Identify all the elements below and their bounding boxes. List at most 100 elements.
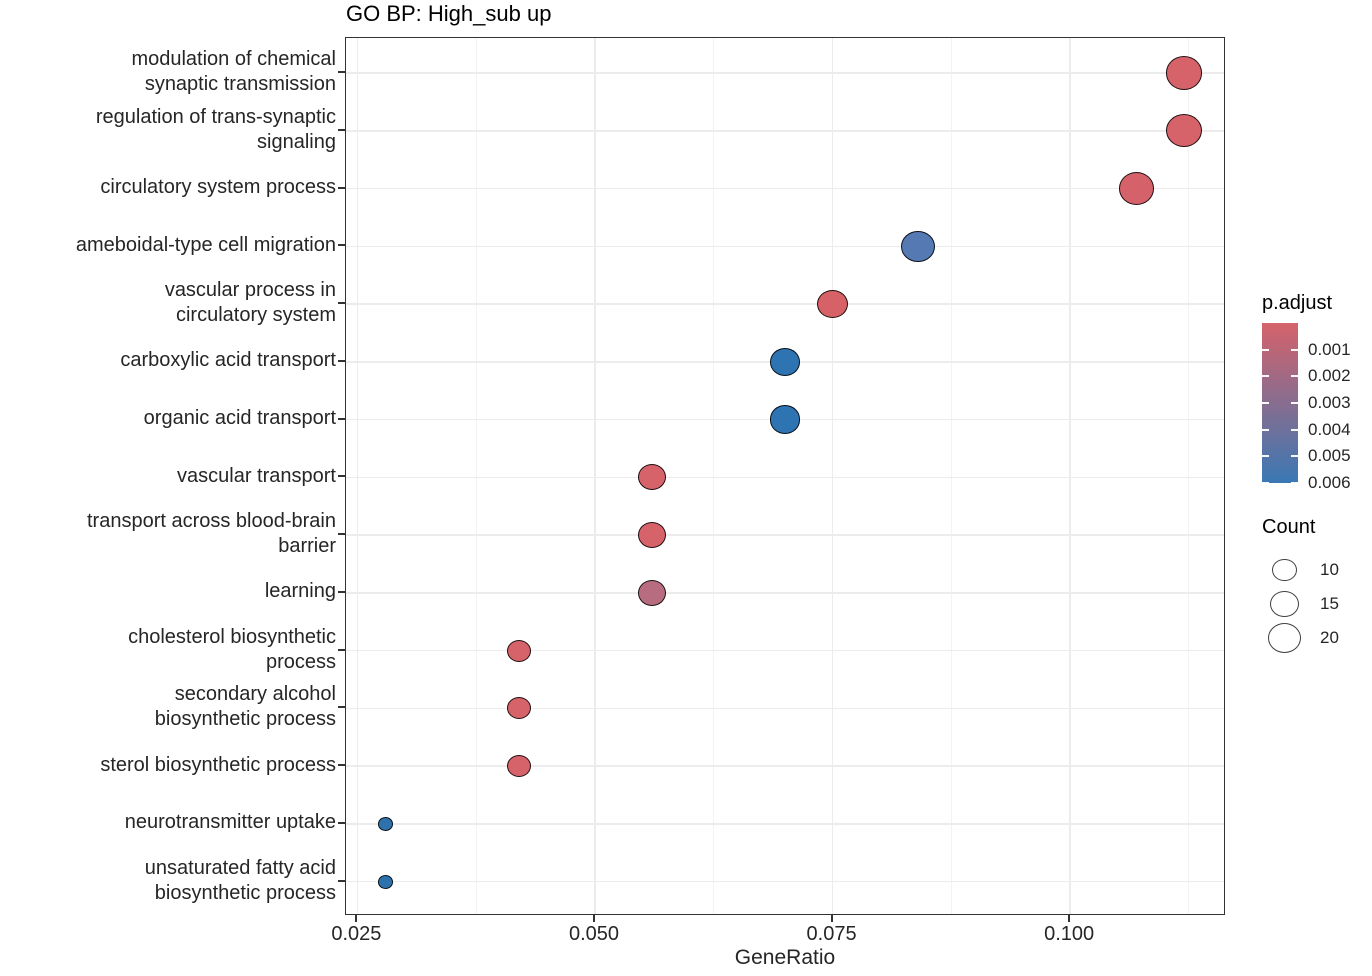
size-legend-label: 15 — [1320, 594, 1339, 613]
minor-gridline-vertical — [950, 38, 952, 914]
data-point — [1166, 56, 1203, 90]
color-legend-tick — [1291, 348, 1298, 351]
y-axis-tick — [338, 648, 345, 651]
minor-gridline-vertical — [1188, 38, 1190, 914]
data-point — [506, 697, 531, 720]
y-axis-label: circulatory system process — [100, 176, 336, 199]
y-axis-label: transport across blood-brain barrier — [86, 510, 336, 558]
y-axis-label: learning — [264, 580, 336, 603]
color-legend-tick-label: 0.005 — [1308, 446, 1351, 466]
major-gridline-horizontal — [346, 880, 1224, 883]
y-axis-tick — [338, 302, 345, 305]
major-gridline-horizontal — [346, 245, 1224, 248]
y-axis-label: vascular process in circulatory system — [164, 279, 336, 327]
color-legend-tick — [1262, 428, 1269, 431]
x-axis-tick-label: 0.075 — [806, 923, 857, 945]
x-axis-tick-label: 0.050 — [568, 923, 620, 945]
major-gridline-horizontal — [346, 823, 1224, 825]
x-axis-tick — [592, 915, 595, 922]
major-gridline-horizontal — [346, 765, 1224, 767]
major-gridline-vertical — [1069, 38, 1071, 914]
data-point — [1166, 114, 1203, 148]
y-axis-tick — [338, 186, 345, 189]
color-legend-tick — [1291, 482, 1298, 484]
y-axis-label: ameboidal-type cell migration — [75, 233, 336, 256]
data-point — [378, 816, 394, 831]
y-axis-tick — [338, 879, 345, 882]
size-legend-label: 20 — [1320, 628, 1339, 647]
x-axis-tick — [1068, 915, 1071, 922]
major-gridline-vertical — [594, 38, 596, 914]
x-axis-tick — [355, 915, 358, 922]
major-gridline-vertical — [356, 38, 359, 914]
color-legend-tick-label: 0.001 — [1308, 339, 1351, 359]
data-point — [378, 874, 394, 889]
major-gridline-horizontal — [346, 130, 1224, 132]
y-axis-tick — [338, 764, 345, 767]
y-axis-tick — [338, 128, 345, 131]
size-legend-circle — [1269, 590, 1299, 618]
major-gridline-horizontal — [346, 476, 1224, 479]
y-axis-tick — [338, 71, 345, 73]
data-point — [638, 522, 666, 548]
data-point — [506, 639, 531, 662]
size-legend-circle — [1271, 558, 1297, 582]
y-axis-tick — [338, 475, 345, 478]
size-legend-title: Count — [1262, 516, 1316, 538]
y-axis-label: cholesterol biosynthetic process — [128, 625, 336, 673]
x-axis-tick-label: 0.100 — [1044, 923, 1095, 945]
color-legend-tick-label: 0.004 — [1308, 419, 1351, 439]
major-gridline-horizontal — [346, 649, 1224, 652]
major-gridline-horizontal — [346, 187, 1224, 190]
size-legend-label: 10 — [1320, 560, 1339, 579]
y-axis-label: modulation of chemical synaptic transmis… — [131, 48, 336, 95]
minor-gridline-vertical — [475, 38, 477, 914]
y-axis-label: carboxylic acid transport — [120, 349, 336, 372]
color-legend-tick — [1291, 402, 1298, 404]
color-legend-title: p.adjust — [1262, 292, 1333, 314]
data-point — [1119, 172, 1155, 205]
color-legend-tick-label: 0.002 — [1308, 366, 1351, 386]
y-axis-tick — [338, 821, 345, 824]
data-point — [506, 755, 531, 778]
data-point — [638, 579, 666, 606]
y-axis-label: neurotransmitter uptake — [124, 811, 336, 834]
color-legend-tick — [1262, 482, 1269, 484]
color-legend-tick — [1291, 428, 1298, 431]
color-legend-tick — [1262, 348, 1269, 351]
y-axis-tick — [338, 359, 345, 362]
data-point — [769, 405, 801, 434]
y-axis-tick — [338, 590, 345, 593]
plot-title: GO BP: High_sub up — [346, 1, 552, 26]
y-axis-label: sterol biosynthetic process — [100, 753, 336, 776]
color-legend-tick — [1262, 455, 1269, 458]
y-axis-label: organic acid transport — [143, 407, 336, 430]
data-point — [638, 464, 666, 491]
color-legend-tick — [1262, 375, 1269, 378]
color-legend-tick-label: 0.006 — [1308, 473, 1351, 492]
x-axis-title: GeneRatio — [734, 946, 836, 969]
color-legend-tick — [1291, 455, 1298, 458]
y-axis-label: vascular transport — [177, 464, 336, 487]
y-axis-tick — [338, 706, 345, 709]
major-gridline-horizontal — [346, 72, 1224, 74]
y-axis-tick — [338, 417, 345, 420]
color-legend-tick — [1262, 402, 1269, 404]
size-legend-circle — [1267, 622, 1301, 653]
color-legend-tick — [1291, 375, 1298, 378]
major-gridline-horizontal — [346, 707, 1224, 710]
x-axis-tick — [830, 915, 833, 922]
x-axis-tick-label: 0.025 — [331, 923, 382, 945]
major-gridline-horizontal — [346, 592, 1224, 594]
major-gridline-horizontal — [346, 534, 1224, 536]
major-gridline-vertical — [831, 38, 834, 914]
y-axis-label: regulation of trans-synaptic signaling — [95, 105, 336, 153]
data-point — [769, 347, 801, 376]
y-axis-label: secondary alcohol biosynthetic process — [154, 683, 336, 731]
color-legend-tick-label: 0.003 — [1308, 393, 1351, 412]
major-gridline-horizontal — [346, 303, 1224, 305]
plot-panel — [345, 37, 1225, 915]
data-point — [817, 289, 848, 319]
data-point — [901, 230, 935, 262]
